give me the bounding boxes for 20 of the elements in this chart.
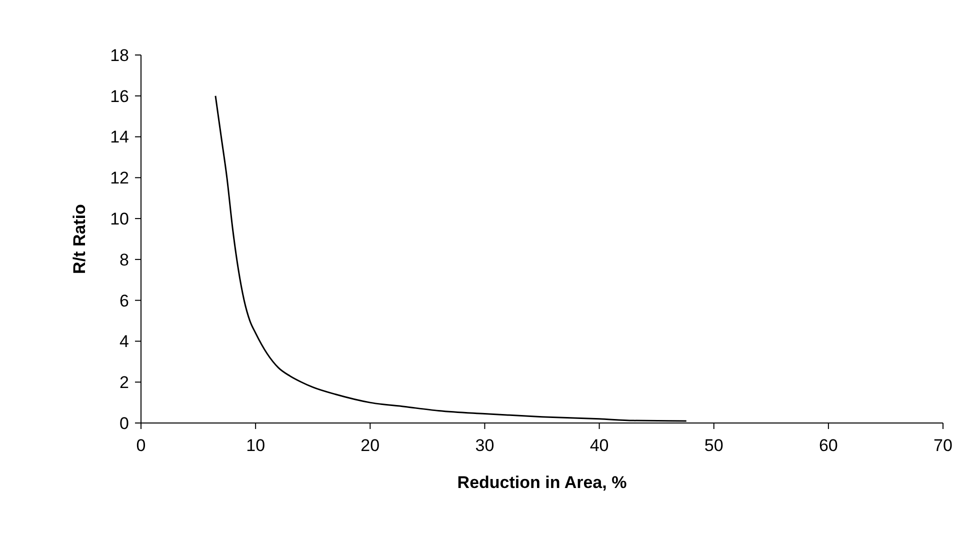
x-tick-label: 40	[590, 436, 609, 455]
x-axis-title: Reduction in Area, %	[457, 473, 627, 492]
y-tick-label: 12	[110, 168, 129, 188]
y-tick-label: 14	[110, 128, 129, 147]
y-tick-label: 4	[120, 332, 129, 352]
y-tick-label: 18	[110, 46, 129, 65]
x-tick-label: 70	[934, 436, 952, 455]
x-tick-label: 20	[360, 436, 380, 455]
x-tick-label: 30	[475, 436, 494, 455]
x-tick-label: 0	[136, 436, 146, 455]
x-tick-label: 50	[704, 436, 724, 455]
y-axis-title: R/t Ratio	[70, 204, 89, 274]
x-tick-label: 60	[818, 436, 838, 455]
y-tick-label: 8	[120, 250, 129, 270]
y-tick-label: 10	[110, 210, 129, 229]
x-tick-label: 10	[246, 436, 266, 455]
y-tick-label: 16	[110, 86, 129, 106]
y-tick-label: 0	[120, 414, 129, 433]
y-tick-label: 2	[120, 373, 129, 392]
y-tick-label: 6	[120, 291, 129, 310]
